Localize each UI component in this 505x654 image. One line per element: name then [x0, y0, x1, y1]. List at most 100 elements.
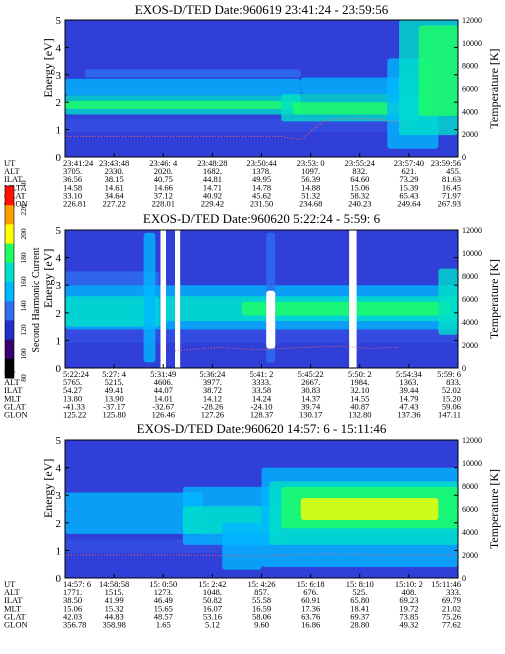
y-axis-label: Energy [eV]: [41, 459, 55, 518]
y-right-tick-label: 8000: [462, 272, 478, 281]
y-right-tick-label: 8000: [462, 62, 478, 71]
y-right-tick-label: 6000: [462, 85, 478, 94]
colorbar-segment: [5, 205, 14, 225]
x-tick-label-glon: 132.80: [348, 410, 371, 420]
y-right-tick-label: 10000: [462, 459, 482, 468]
x-tick-label-mlt: 14.24: [252, 393, 272, 403]
heatmap-band: [65, 78, 301, 96]
heatmap-band: [222, 522, 262, 570]
x-tick-label-mlt: 14.71: [203, 182, 222, 192]
x-tick-label-glat: 34.64: [105, 190, 125, 200]
x-tick-label-glon: 128.37: [250, 410, 273, 420]
x-tick-label-alt: 3977.: [203, 377, 222, 387]
y-right-tick-label: 2000: [462, 551, 478, 560]
x-tick-label-glon: 49.32: [399, 620, 418, 630]
x-tick-label-ut: 23:46: 4: [149, 158, 178, 168]
x-tick-label-mlt: 14.66: [154, 182, 173, 192]
x-tick-label-ilat: 38.50: [63, 595, 82, 605]
ephemeris-row-label: UT: [4, 158, 16, 168]
colorbar-tick-label: 120: [19, 324, 28, 336]
x-tick-label-glon: 5.12: [205, 620, 220, 630]
x-tick-label-ilat: 33.58: [252, 385, 271, 395]
x-tick-label-mlt: 18.41: [350, 603, 369, 613]
y-tick-label: 5: [56, 435, 62, 447]
x-tick-label-alt: 5215.: [105, 377, 124, 387]
x-tick-label-ut: 23:43:48: [99, 158, 129, 168]
heatmap-band: [438, 268, 458, 335]
x-tick-label-ut: 5:45:22: [298, 369, 324, 379]
ephemeris-row-label: GLAT: [4, 401, 27, 411]
x-tick-label-glat: -32.67: [152, 401, 174, 411]
x-tick-label-ilat: 49.41: [105, 385, 124, 395]
y-tick-label: 4: [56, 463, 62, 475]
colorbar-frame: [4, 185, 15, 379]
x-tick-label-glon: 226.81: [63, 199, 86, 209]
x-tick-label-glon: 240.23: [348, 199, 371, 209]
x-tick-label-alt: 408.: [401, 587, 416, 597]
y-tick-label: 0: [56, 573, 62, 585]
x-tick-label-glon: 126.46: [152, 410, 175, 420]
x-tick-label-mlt: 15.65: [154, 603, 173, 613]
x-tick-label-glon: 16.86: [301, 620, 320, 630]
x-tick-label-glon: 228.01: [152, 199, 175, 209]
colorbar-tick-label: 200: [19, 228, 28, 240]
colorbar-tick-label: 160: [19, 276, 28, 288]
x-tick-label-ilat: 41.99: [105, 595, 124, 605]
x-tick-label-ut: 5:22:24: [63, 369, 90, 379]
chart-title: EXOS-D/TED Date:960619 23:41:24 - 23:59:…: [135, 2, 389, 17]
x-tick-label-glon: 77.62: [442, 620, 461, 630]
x-tick-label-ut: 23:48:28: [197, 158, 227, 168]
y-right-axis-label: Temperature [K]: [487, 48, 501, 128]
ephemeris-row-label: ILAT: [4, 385, 23, 395]
x-tick-label-glat: -28.26: [201, 401, 223, 411]
x-tick-label-ilat: 32.10: [350, 385, 369, 395]
heatmap-band: [241, 301, 451, 316]
y-tick-label: 1: [56, 545, 62, 557]
x-tick-label-glat: -41.33: [63, 401, 85, 411]
x-tick-label-mlt: 17.36: [301, 603, 320, 613]
x-tick-label-ilat: 40.75: [154, 174, 173, 184]
colorbar-segment: [5, 282, 14, 302]
x-tick-label-alt: 3705.: [63, 166, 82, 176]
x-tick-label-glon: 227.22: [102, 199, 125, 209]
x-tick-label-ilat: 64.60: [350, 174, 369, 184]
x-tick-label-glon: 234.68: [299, 199, 322, 209]
ephemeris-row-label: GLAT: [4, 611, 27, 621]
x-tick-label-ilat: 38.72: [203, 385, 222, 395]
x-tick-label-alt: 4606.: [154, 377, 173, 387]
x-tick-label-ilat: 81.63: [442, 174, 461, 184]
colorbar-tick-label: 80: [19, 374, 28, 382]
colorbar-segment: [5, 224, 14, 245]
x-tick-label-ut: 23:57:40: [394, 158, 424, 168]
chart-title: EXOS-D/TED Date:960620 5:22:24 - 5:59: 6: [143, 211, 381, 226]
y-right-tick-label: 4000: [462, 318, 478, 327]
x-tick-label-ilat: 65.80: [350, 595, 369, 605]
y-right-tick-label: 8000: [462, 482, 478, 491]
x-tick-label-alt: 1048.: [203, 587, 222, 597]
x-tick-label-mlt: 14.58: [63, 182, 82, 192]
y-tick-label: 3: [56, 490, 62, 502]
x-tick-label-ut: 15: 8:10: [346, 579, 374, 589]
ephemeris-row-label: GLON: [4, 410, 28, 420]
x-tick-label-mlt: 13.80: [63, 393, 82, 403]
heatmap-low-band: [65, 118, 458, 133]
y-tick-label: 3: [56, 70, 62, 82]
x-tick-label-alt: 1363.: [399, 377, 418, 387]
x-tick-label-alt: 1378.: [252, 166, 271, 176]
x-tick-label-ilat: 36.56: [63, 174, 82, 184]
heatmap-band: [84, 69, 301, 78]
colorbar-segment: [5, 301, 14, 321]
x-tick-label-mlt: 14.88: [301, 182, 320, 192]
x-tick-label-mlt: 15.39: [399, 182, 418, 192]
x-tick-label-glat: 51.32: [301, 190, 320, 200]
y-tick-label: 4: [56, 42, 62, 54]
x-tick-label-glat: 48.57: [154, 611, 173, 621]
data-gap-stripe: [175, 230, 181, 368]
heatmap-band: [418, 25, 458, 116]
y-right-tick-label: 12000: [462, 226, 482, 235]
heatmap-band: [65, 271, 160, 286]
y-tick-label: 5: [56, 225, 62, 237]
x-tick-label-ilat: 44.81: [203, 174, 222, 184]
